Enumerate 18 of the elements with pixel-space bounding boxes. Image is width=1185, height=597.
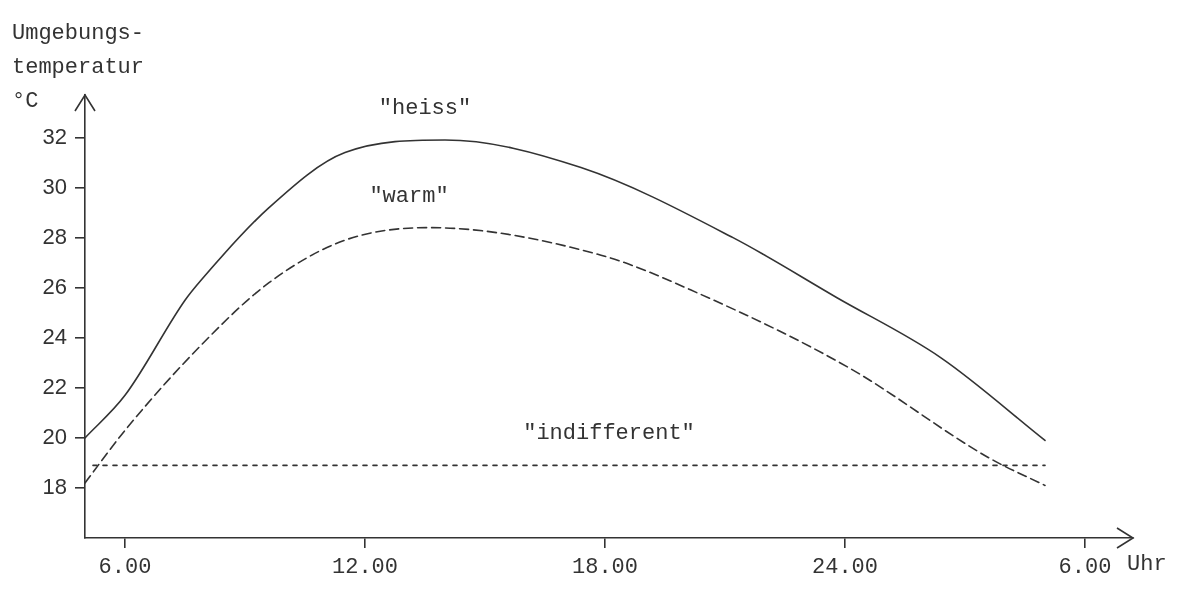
series-label: "indifferent" <box>523 421 695 447</box>
y-tick-label: 30 <box>42 173 67 199</box>
series-label: "heiss" <box>378 96 472 122</box>
y-tick-label: 22 <box>42 373 67 399</box>
series-label: "warm" <box>369 183 449 209</box>
x-tick-label: 18.00 <box>571 555 639 581</box>
x-axis-title: Uhr <box>1127 551 1167 577</box>
x-tick-label: 6.00 <box>98 555 152 581</box>
x-tick-label: 12.00 <box>331 555 399 581</box>
y-axis-title: Umgebungs- temperatur °C <box>12 21 145 114</box>
y-tick-label: 24 <box>42 323 67 349</box>
x-tick-label: 6.00 <box>1058 555 1112 581</box>
y-tick-label: 28 <box>42 223 67 249</box>
y-tick-label: 20 <box>42 423 67 449</box>
y-tick-label: 32 <box>42 123 67 149</box>
x-tick-label: 24.00 <box>811 555 879 581</box>
y-tick-label: 18 <box>42 474 67 500</box>
y-tick-label: 26 <box>42 273 67 299</box>
